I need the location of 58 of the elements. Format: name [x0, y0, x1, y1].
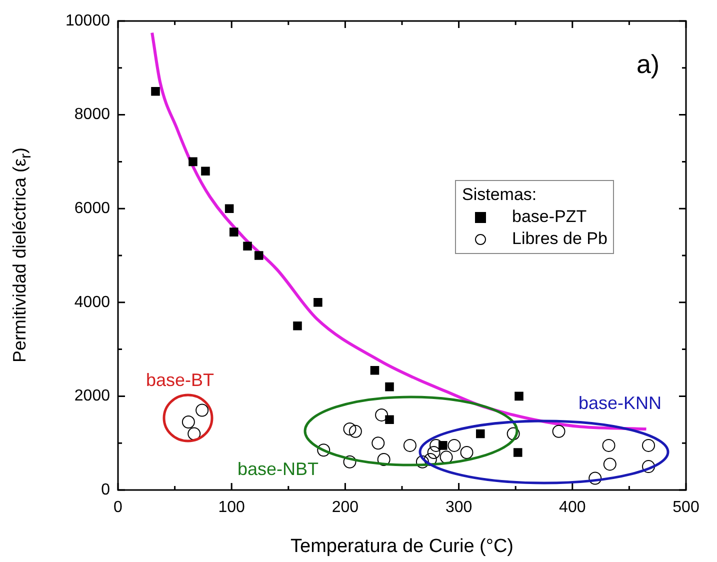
point: [602, 438, 616, 452]
point: [424, 453, 437, 466]
point: [385, 415, 394, 424]
point: [317, 444, 330, 457]
point: [403, 438, 416, 452]
point: [513, 448, 522, 457]
point: [448, 438, 461, 452]
legend-title: Sistemas:: [462, 184, 538, 206]
annotation: base-KNN: [578, 392, 662, 413]
point: [460, 446, 474, 459]
point: [196, 404, 209, 417]
legend-label: Libres de Pb: [512, 228, 608, 250]
x-axis-title: Temperatura de Curie (°C): [290, 536, 514, 557]
x-tick-label: 400: [559, 499, 586, 516]
point: [377, 453, 390, 466]
point: [552, 424, 566, 438]
point: [224, 204, 234, 213]
point: [343, 422, 356, 436]
annotation: base-BT: [146, 370, 214, 390]
point: [188, 157, 198, 166]
x-tick-label: 200: [332, 499, 359, 516]
point: [348, 424, 362, 438]
point: [229, 228, 238, 236]
point: [642, 438, 656, 452]
y-tick-label: 4000: [74, 294, 110, 311]
point: [372, 436, 385, 450]
point: [243, 242, 252, 251]
point: [151, 86, 160, 96]
point: [385, 382, 394, 392]
point: [375, 408, 388, 422]
point: [370, 366, 380, 375]
point: [416, 455, 429, 468]
x-tick-label: 0: [114, 499, 123, 516]
point: [506, 427, 520, 440]
x-tick-label: 500: [672, 499, 700, 516]
point: [427, 446, 440, 459]
x-tick-label: 100: [218, 499, 246, 516]
point: [254, 251, 264, 260]
y-tick-label: 2000: [74, 388, 110, 405]
legend-label: base-PZT: [512, 206, 587, 228]
y-tick-label: 0: [101, 481, 110, 498]
point: [343, 455, 356, 468]
x-tick-label: 300: [445, 499, 472, 516]
point: [588, 472, 602, 485]
point: [201, 166, 210, 176]
annotation: a): [636, 49, 660, 80]
point: [514, 392, 524, 401]
point: [438, 441, 448, 450]
point: [476, 429, 485, 438]
point: [430, 438, 443, 452]
y-tick-label: 8000: [74, 106, 110, 124]
point: [642, 460, 656, 474]
y-tick-label: 6000: [74, 200, 110, 218]
point: [603, 458, 616, 471]
annotation: base-NBT: [237, 458, 319, 479]
point: [314, 298, 322, 307]
y-tick-label: 10000: [66, 12, 110, 30]
point: [293, 321, 302, 330]
